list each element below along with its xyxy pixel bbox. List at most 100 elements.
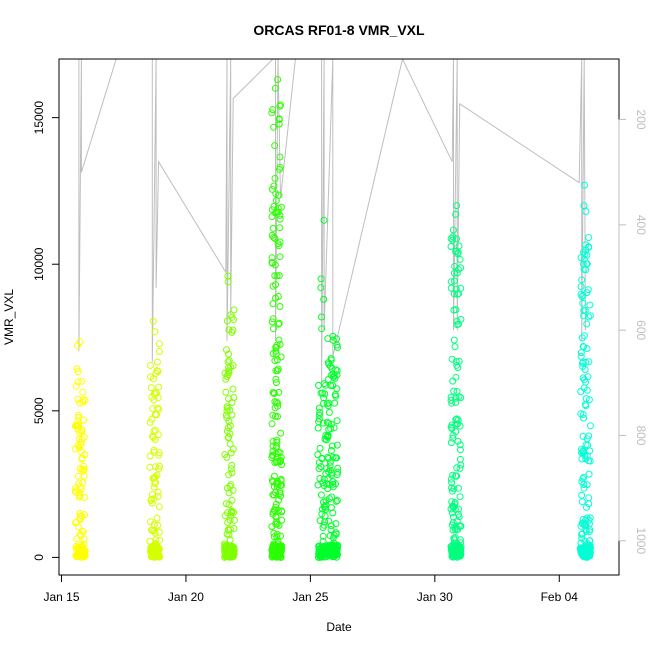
data-point	[72, 488, 80, 496]
data-point	[154, 368, 162, 375]
data-point	[230, 525, 238, 532]
data-point-outlier	[318, 313, 325, 321]
data-point	[582, 528, 590, 535]
y-axis-label: VMR_VXL	[2, 289, 16, 345]
data-point	[332, 454, 339, 462]
data-point	[270, 182, 278, 190]
data-point	[229, 445, 237, 453]
data-point	[146, 452, 154, 460]
data-point	[580, 307, 588, 315]
data-point	[333, 385, 341, 393]
data-point	[269, 300, 277, 308]
data-point	[271, 142, 279, 150]
data-point	[226, 516, 234, 524]
data-point	[153, 514, 161, 522]
flight-series-1	[71, 338, 89, 561]
data-point	[580, 414, 588, 422]
data-point	[323, 418, 331, 426]
data-point	[577, 283, 585, 291]
data-point	[274, 551, 282, 558]
data-point	[222, 388, 230, 396]
data-point	[447, 243, 455, 250]
data-point	[226, 536, 234, 544]
data-point	[271, 272, 279, 280]
data-point	[154, 488, 162, 496]
data-point	[275, 165, 283, 173]
data-point	[271, 234, 279, 242]
data-point	[155, 383, 163, 391]
data-point	[455, 513, 463, 521]
y-tick-label: 10000	[32, 247, 46, 281]
x-axis: Jan 15 Jan 20 Jan 25 Jan 30 Feb 04	[43, 574, 578, 604]
data-point	[579, 299, 587, 307]
data-point	[583, 503, 590, 511]
data-point	[276, 153, 284, 161]
data-point	[225, 367, 233, 375]
data-point	[453, 517, 461, 525]
data-point	[585, 494, 593, 502]
data-point	[333, 341, 341, 349]
data-point	[78, 485, 85, 493]
data-point	[456, 255, 464, 263]
data-point	[578, 530, 586, 538]
data-point	[270, 543, 277, 551]
data-point	[223, 530, 231, 538]
data-point	[578, 478, 586, 486]
data-point	[454, 437, 462, 445]
y2-tick-label: 200	[634, 110, 648, 130]
data-point	[273, 341, 281, 349]
data-point	[74, 550, 82, 558]
data-point	[72, 519, 80, 527]
x-tick-label: Jan 25	[292, 590, 328, 604]
data-point	[580, 473, 588, 481]
data-point	[582, 455, 590, 463]
data-point	[226, 422, 234, 430]
data-point	[271, 507, 279, 515]
data-point	[457, 461, 465, 469]
data-point	[151, 389, 159, 397]
data-point	[454, 265, 462, 273]
data-point	[269, 315, 277, 323]
data-point	[334, 468, 342, 476]
data-point	[225, 395, 233, 403]
data-point	[276, 303, 284, 310]
data-point	[332, 520, 340, 528]
data-point	[268, 109, 276, 117]
data-point	[324, 402, 332, 410]
data-point	[72, 551, 80, 559]
data-point	[276, 224, 284, 232]
data-point	[76, 492, 84, 500]
data-point	[146, 463, 154, 471]
data-point	[81, 552, 89, 560]
data-point	[225, 471, 233, 479]
data-point	[80, 553, 88, 561]
data-point	[225, 551, 233, 558]
y2-tick-label: 600	[634, 320, 648, 340]
data-point	[579, 475, 587, 483]
data-point	[73, 365, 81, 373]
data-point	[456, 441, 464, 449]
data-point	[228, 507, 236, 515]
data-point	[577, 254, 585, 262]
data-point	[74, 472, 82, 480]
data-point	[270, 472, 278, 480]
data-point	[585, 313, 593, 321]
data-point	[227, 465, 235, 473]
data-point	[333, 371, 341, 379]
data-point	[583, 251, 591, 259]
data-point	[329, 548, 337, 556]
data-point	[315, 546, 323, 553]
data-point	[452, 248, 460, 256]
data-point	[149, 491, 156, 499]
data-point	[585, 528, 593, 536]
data-point	[448, 509, 456, 517]
y-tick-label: 0	[32, 554, 46, 561]
data-point	[149, 474, 157, 482]
data-point	[151, 411, 159, 419]
data-point	[150, 483, 158, 491]
data-point	[273, 438, 281, 446]
data-point	[452, 306, 460, 314]
data-point	[226, 440, 234, 448]
data-point-outlier	[151, 328, 159, 336]
data-point	[452, 373, 460, 381]
